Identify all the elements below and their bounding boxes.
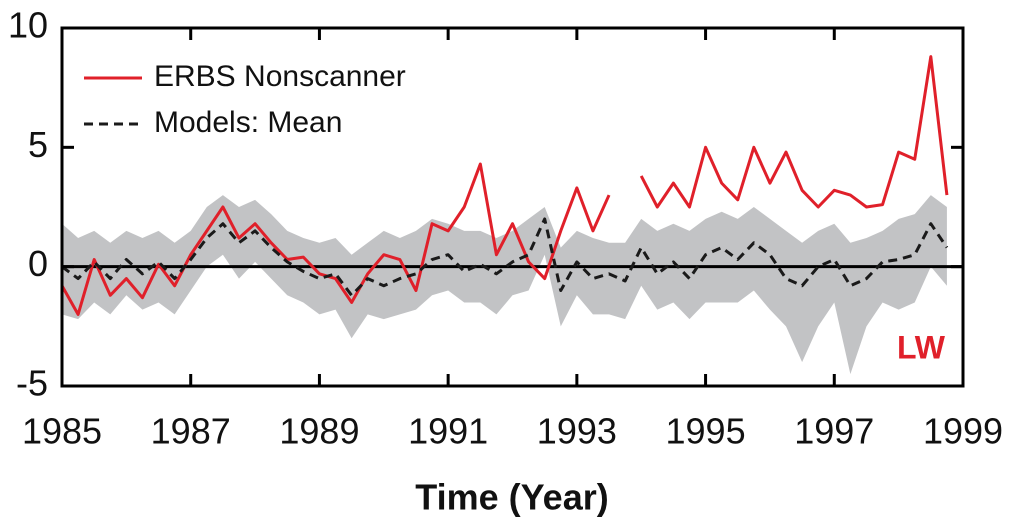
x-tick-label: 1991	[408, 411, 488, 452]
y-tick-label: 10	[8, 5, 48, 46]
x-axis-label: Time (Year)	[415, 477, 608, 518]
x-tick-label: 1989	[279, 411, 359, 452]
annotation: LW	[897, 329, 946, 365]
series-line	[60, 55, 949, 316]
series-line	[61, 217, 949, 297]
x-tick-label: 1999	[923, 411, 1003, 452]
y-tick-label: 0	[28, 243, 48, 284]
model-range-band	[62, 195, 947, 375]
y-tick-label: 5	[28, 124, 48, 165]
x-tick-label: 1995	[666, 411, 746, 452]
y-tick-label: -5	[16, 363, 48, 404]
x-tick-label: 1997	[794, 411, 874, 452]
legend-label: ERBS Nonscanner	[154, 60, 406, 93]
plot-frame	[60, 26, 965, 388]
x-tick-label: 1985	[22, 411, 102, 452]
x-tick-label: 1993	[537, 411, 617, 452]
legend-label: Models: Mean	[154, 106, 342, 139]
x-tick-label: 1987	[151, 411, 231, 452]
